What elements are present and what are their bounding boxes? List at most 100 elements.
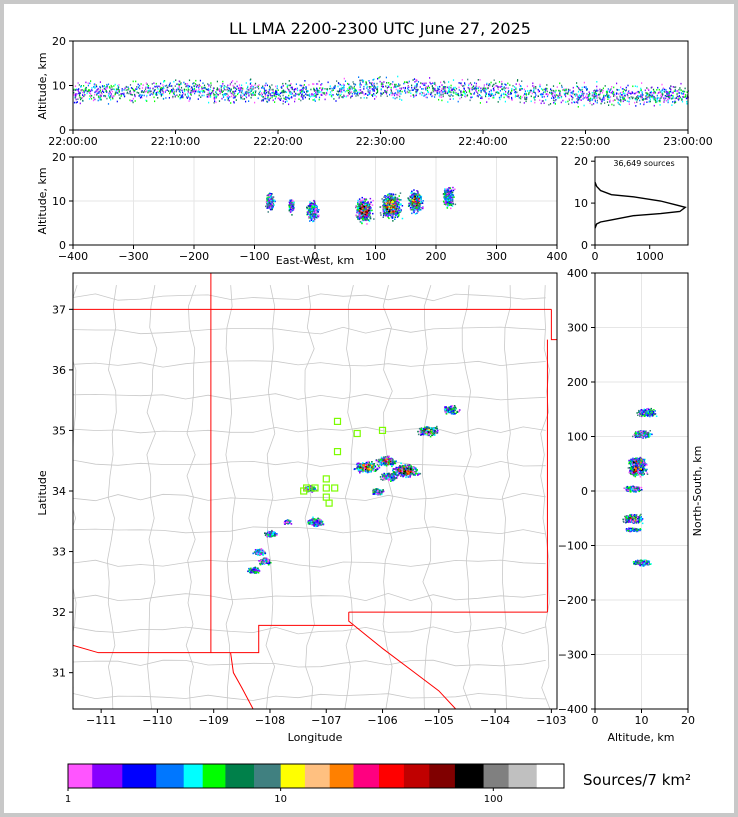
time-height-source [646,87,648,89]
time-height-source [437,86,439,88]
time-height-source [222,90,224,92]
ew-source [361,208,363,211]
time-height-source [222,80,224,83]
time-height-source [603,96,605,99]
time-height-source [632,92,634,94]
time-height-source [93,96,95,99]
time-height-source [582,94,584,97]
time-height-source [565,95,567,98]
time-height-source [649,94,651,96]
time-height-source [176,94,178,96]
time-height-source [226,93,228,95]
ew-source [389,202,391,204]
time-height-source [125,89,127,91]
time-height-source [314,98,316,101]
time-height-source [261,99,263,101]
time-height-source [552,92,554,95]
time-height-source [258,93,260,95]
time-height-source [102,85,104,88]
time-height-source [380,88,382,90]
ew-source [291,202,293,205]
time-height-source [550,88,552,90]
ew-source [269,199,271,201]
time-height-source [471,96,473,98]
time-height-source [223,94,225,97]
time-height-source [86,90,88,93]
time-height-source [558,94,560,96]
time-height-source [604,97,606,100]
time-height-source [80,97,83,100]
time-height-source [656,94,658,97]
ew-source [399,203,402,205]
ew-source [266,200,268,203]
time-height-source [480,87,482,90]
time-height-source [286,100,288,103]
time-height-source [589,97,592,100]
time-height-source [673,86,675,88]
time-height-source [369,87,371,90]
time-height-source [134,95,136,98]
time-height-source [191,86,193,88]
time-height-source [208,84,210,86]
time-height-source [608,89,610,91]
time-height-source [312,99,314,101]
time-height-source [544,89,547,92]
ew-source [387,193,390,195]
time-height-source [166,84,168,87]
time-height-source [152,87,154,90]
time-height-source [661,83,663,86]
time-height-source [303,94,305,97]
time-height-source [609,100,611,103]
time-height-source [474,88,476,90]
ew-altitude-sources [265,186,457,225]
time-height-source [267,90,269,93]
ew-source [412,199,414,202]
time-height-source [94,86,96,88]
time-height-source [573,101,575,103]
time-height-source [576,98,578,100]
time-height-source [541,88,543,90]
time-height-source [229,96,231,98]
time-height-source [110,94,112,97]
time-height-source [295,93,297,96]
time-height-source [350,85,352,88]
time-height-source [378,77,380,79]
ew-source [387,205,389,207]
ew-source [396,205,399,208]
time-height-source [635,97,638,99]
time-height-source [351,92,354,95]
ew-source [358,210,360,213]
ew-source [266,206,269,208]
ew-source [381,206,384,208]
time-height-source [95,90,97,92]
ew-source [389,207,391,210]
time-height-source [215,95,217,97]
ew-source [413,211,415,214]
time-height-source [285,98,287,101]
ew-source [315,216,317,218]
time-height-source [169,92,171,95]
ew-source [265,205,267,208]
time-height-source [210,93,212,95]
time-height-source [128,88,130,90]
time-height-source [349,85,351,88]
ew-source [309,216,311,219]
time-height-source [282,102,284,105]
time-height-source [174,85,176,87]
time-height-source [115,88,118,90]
time-height-ticks: 22:00:00 22:10:00 22:20:00 22:30:00 22:40:00… [48,35,712,148]
ew-source [309,220,311,222]
time-height-source [425,88,427,91]
time-height-source [519,101,521,104]
ew-source [358,212,360,214]
ew-source [449,187,452,190]
time-height-source [118,91,120,93]
time-height-source [420,91,422,94]
time-height-source [353,83,355,85]
time-height-source [271,95,273,97]
time-height-source [406,91,408,94]
time-height-source [461,79,463,81]
time-height-source [507,96,509,98]
time-height-source [477,95,479,98]
time-height-source [313,88,315,91]
